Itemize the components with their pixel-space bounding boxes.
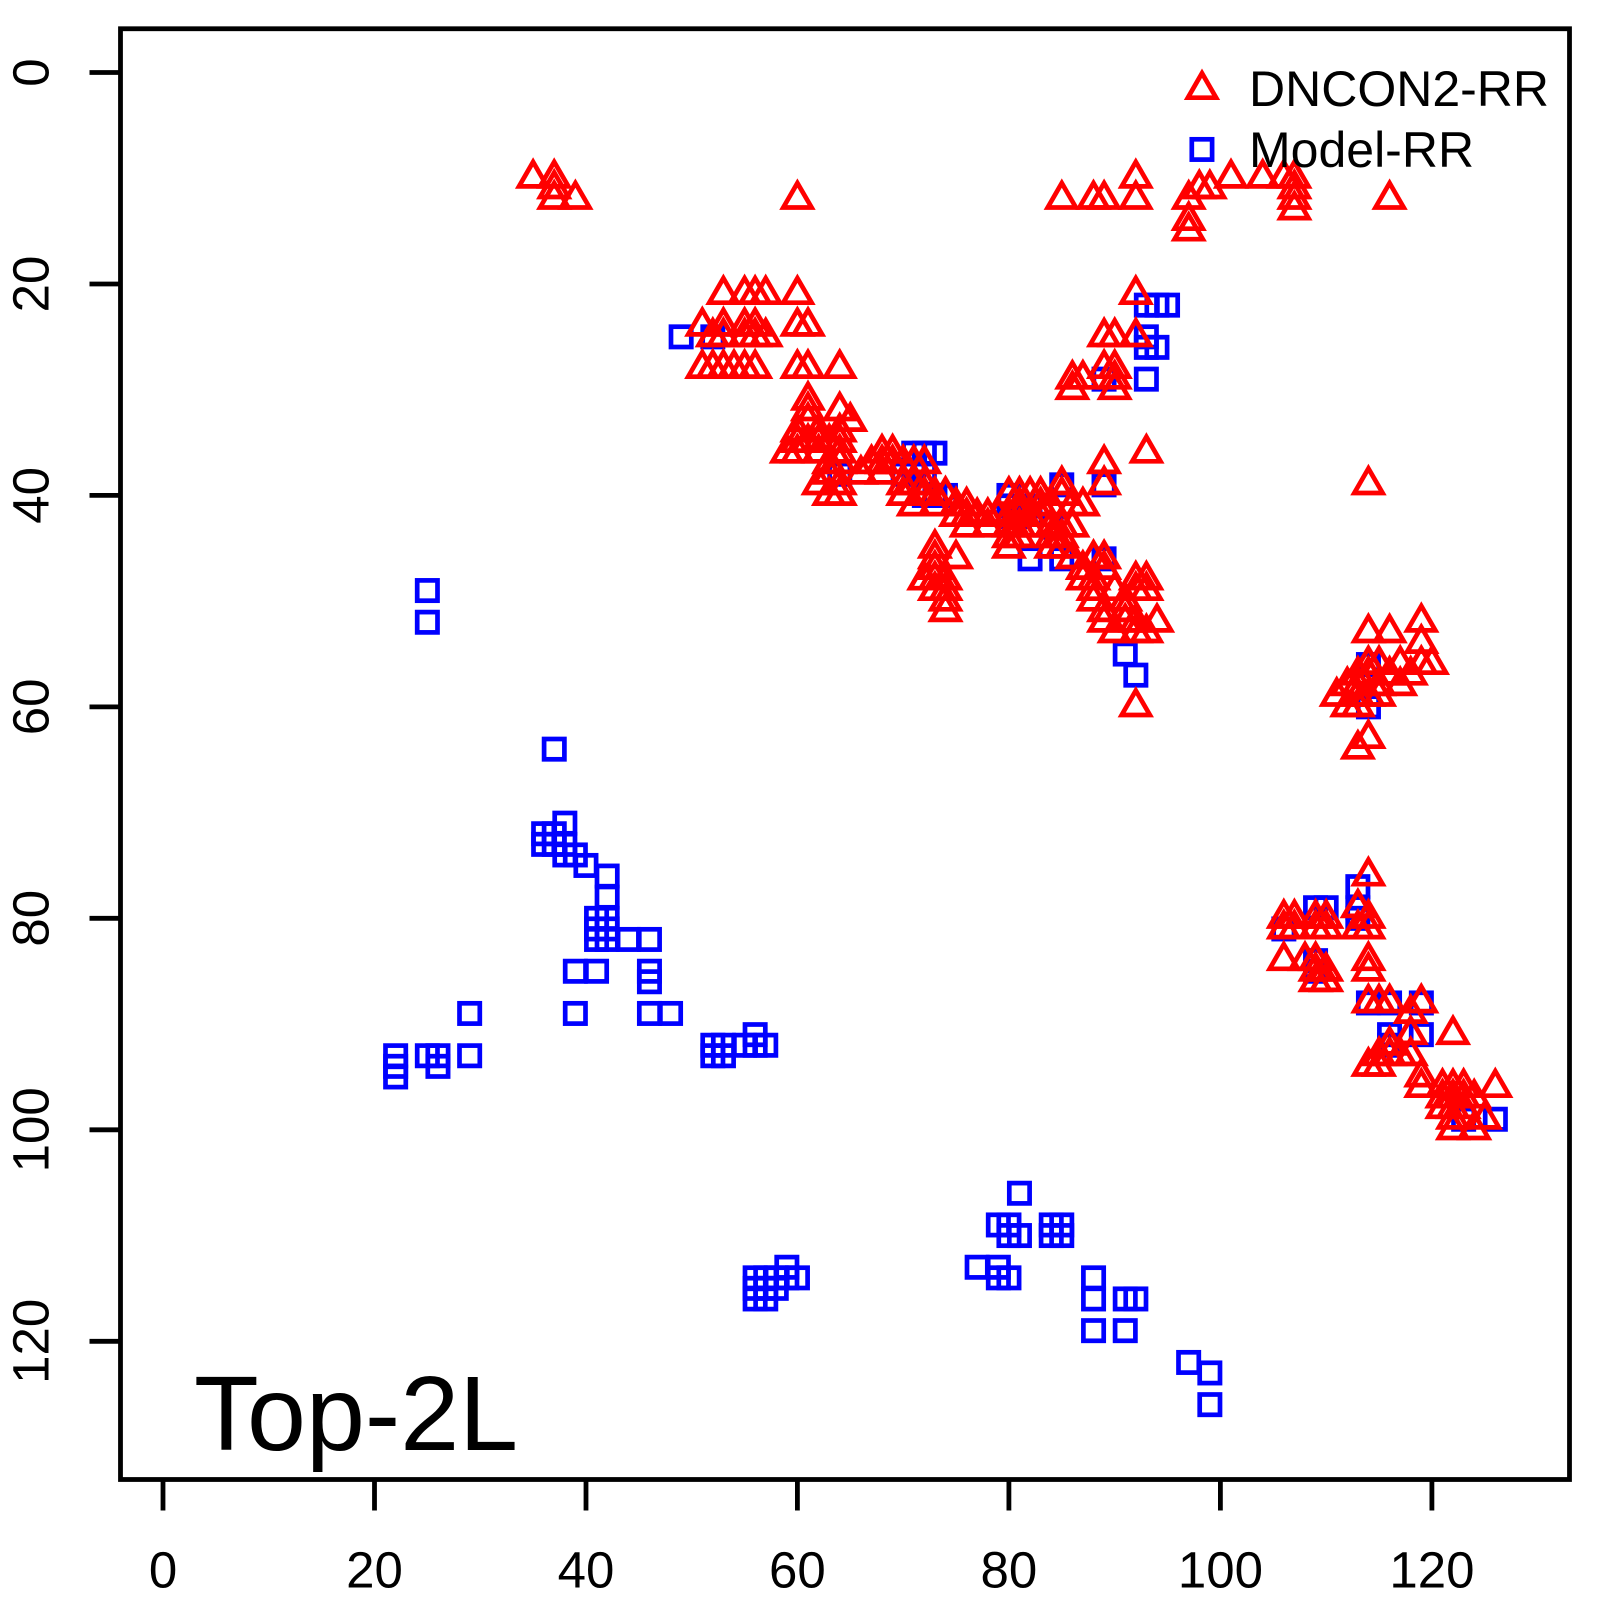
svg-text:20: 20 <box>3 256 60 313</box>
svg-text:0: 0 <box>149 1542 177 1599</box>
svg-text:20: 20 <box>346 1542 403 1599</box>
svg-text:100: 100 <box>1178 1542 1263 1599</box>
svg-text:80: 80 <box>3 890 60 947</box>
svg-text:0: 0 <box>3 58 60 86</box>
svg-text:Model-RR: Model-RR <box>1249 122 1474 178</box>
svg-text:60: 60 <box>769 1542 826 1599</box>
svg-text:DNCON2-RR: DNCON2-RR <box>1249 61 1549 117</box>
svg-text:40: 40 <box>558 1542 615 1599</box>
svg-text:120: 120 <box>3 1299 60 1384</box>
svg-text:Top-2L: Top-2L <box>194 1355 518 1473</box>
svg-text:100: 100 <box>3 1087 60 1172</box>
svg-text:80: 80 <box>981 1542 1038 1599</box>
svg-text:60: 60 <box>3 679 60 736</box>
svg-text:120: 120 <box>1389 1542 1474 1599</box>
svg-text:40: 40 <box>3 467 60 524</box>
